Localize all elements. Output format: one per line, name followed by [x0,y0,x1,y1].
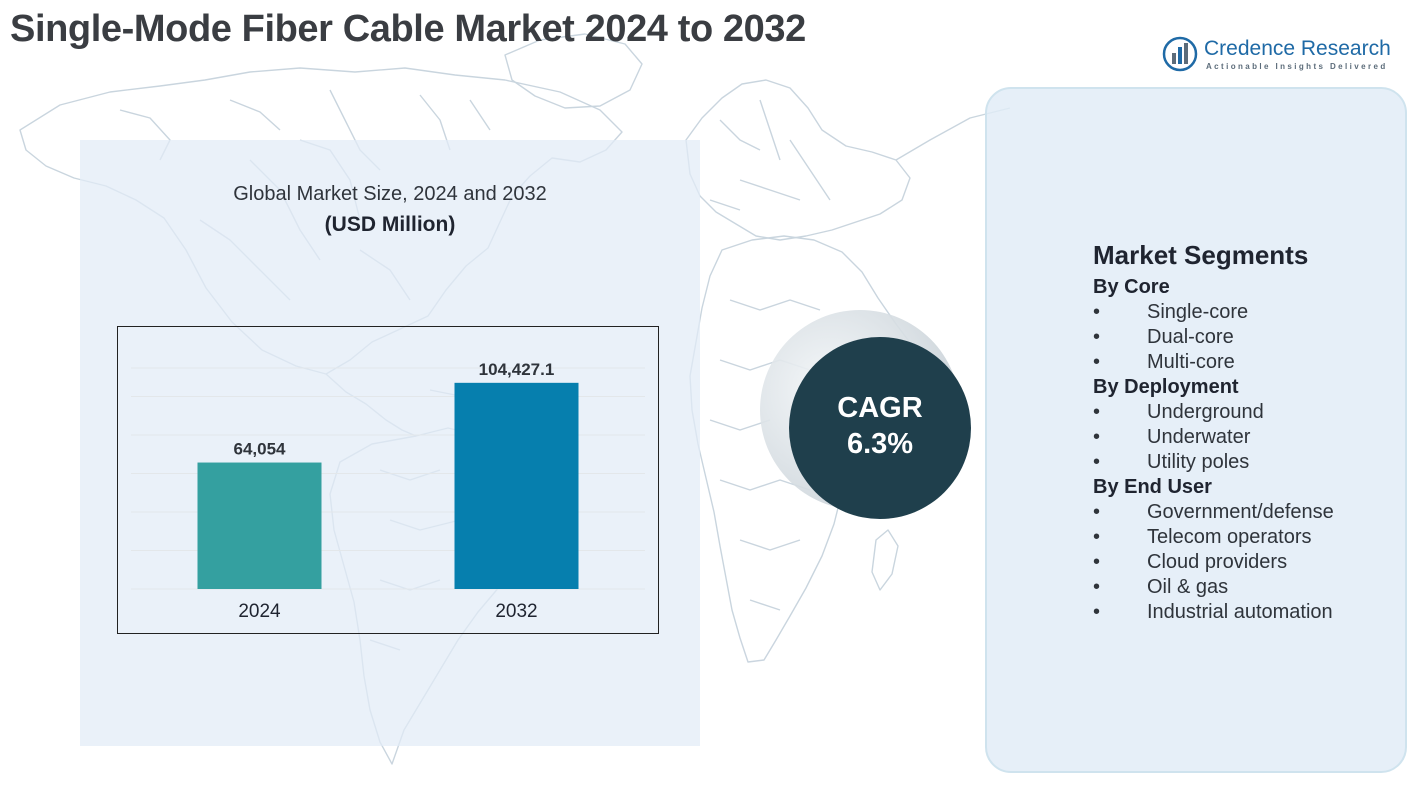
segment-item: Telecom operators [1093,525,1408,550]
market-segments: Market Segments By Core Single-core Dual… [1093,240,1408,625]
segments-heading: Market Segments [1093,240,1309,270]
segment-item: Oil & gas [1093,575,1408,600]
segment-group-title: By Deployment [1093,376,1239,398]
segment-group-core: By Core Single-core Dual-core Multi-core [1093,275,1408,375]
segment-group-title: By Core [1093,276,1170,298]
segment-item: Single-core [1093,300,1408,325]
segment-item: Underground [1093,400,1408,425]
brand-tagline: Actionable Insights Delivered [1206,62,1388,71]
segment-item: Dual-core [1093,325,1408,350]
bar-2024 [197,462,322,589]
bar-2032 [454,382,579,589]
cagr-value: 6.3% [846,428,914,460]
brand-name: Credence Research [1204,37,1391,60]
bar-chart: 64,054 2024 104,427.1 2032 [131,360,645,622]
segment-group-title: By End User [1093,476,1212,498]
segment-group-deployment: By Deployment Underground Underwater Uti… [1093,375,1408,475]
segment-item: Industrial automation [1093,600,1408,625]
segment-item: Utility poles [1093,450,1408,475]
segment-item: Underwater [1093,425,1408,450]
data-label-2032: 104,427.1 [479,360,555,379]
x-tick-label-2032: 2032 [495,601,537,622]
segment-group-end-user: By End User Government/defense Telecom o… [1093,475,1408,625]
bar-chart-logo-icon [1162,36,1198,72]
chart-frame [117,326,659,634]
page-title: Single-Mode Fiber Cable Market 2024 to 2… [10,8,806,50]
cagr-badge: CAGR 6.3% [789,337,971,519]
data-label-2024: 64,054 [234,440,287,459]
chart-unit: (USD Million) [324,213,456,236]
cagr-label: CAGR [837,392,923,424]
segment-item: Government/defense [1093,500,1408,525]
chart-subtitle: Global Market Size, 2024 and 2032 [233,183,547,205]
segment-item: Cloud providers [1093,550,1408,575]
chart-panel [80,140,700,746]
segment-item: Multi-core [1093,350,1408,375]
brand-logo: Credence Research Actionable Insights De… [1162,36,1402,76]
x-tick-label-2024: 2024 [238,601,281,622]
